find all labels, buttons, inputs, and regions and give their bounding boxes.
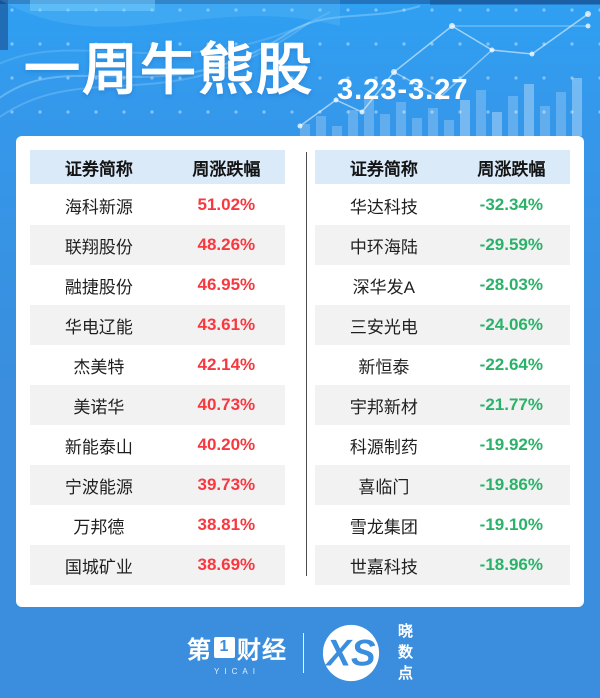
stock-name: 宇邦新材	[349, 397, 418, 417]
stock-name: 华电辽能	[64, 317, 133, 337]
yicai-char: 第	[186, 636, 212, 664]
table-row: 喜临门 -19.86%	[315, 465, 570, 505]
table-row: 海科新源 51.02%	[30, 185, 285, 225]
table-row: 雪龙集团 -19.10%	[315, 505, 570, 545]
stock-name: 科源制药	[349, 437, 418, 457]
stock-tables-card: 证券简称 周涨跌幅 海科新源 51.02% 联翔股份 48.26% 融捷股份 46.9…	[16, 136, 584, 607]
stock-name: 国城矿业	[64, 557, 133, 577]
xsd-char: 晓	[397, 622, 413, 640]
column-header-name: 证券简称	[64, 159, 133, 179]
table-row: 联翔股份 48.26%	[30, 225, 285, 265]
yicai-chars: 财经	[236, 636, 287, 664]
losers-table-header: 证券简称 周涨跌幅	[315, 150, 570, 184]
tables-divider	[306, 152, 307, 576]
stock-name: 融捷股份	[64, 277, 133, 297]
xiaoshudian-monogram-icon: XS	[322, 624, 380, 681]
stock-change: 38.69%	[197, 555, 256, 574]
stock-name: 美诺华	[73, 397, 125, 417]
table-row: 华达科技 -32.34%	[315, 185, 570, 225]
gainers-rows: 海科新源 51.02% 联翔股份 48.26% 融捷股份 46.95% 华电辽能 43.…	[30, 185, 285, 585]
stock-name: 三安光电	[349, 317, 418, 337]
stock-change: 38.81%	[197, 515, 256, 534]
stock-name: 深华发A	[352, 277, 416, 297]
stock-name: 宁波能源	[64, 477, 133, 497]
svg-text:XS: XS	[324, 632, 376, 673]
hero-decoration-graphic	[0, 0, 600, 136]
hero-banner: 一周牛熊股 3.23-3.27	[0, 0, 600, 136]
stock-name: 联翔股份	[64, 237, 133, 257]
stock-name: 新能泰山	[64, 437, 133, 457]
yicai-logo-text: 第 1 财经	[187, 630, 287, 665]
stock-change: -28.03%	[479, 275, 543, 294]
table-row: 新恒泰 -22.64%	[315, 345, 570, 385]
table-row: 三安光电 -24.06%	[315, 305, 570, 345]
table-row: 美诺华 40.73%	[30, 385, 285, 425]
stock-name: 新恒泰	[358, 357, 410, 377]
line-chart-decoration	[297, 11, 591, 129]
column-header-name: 证券简称	[349, 159, 418, 179]
stock-change: 42.14%	[197, 355, 256, 374]
bar-chart-decoration	[300, 78, 582, 136]
table-row: 万邦德 38.81%	[30, 505, 285, 545]
table-row: 中环海陆 -29.59%	[315, 225, 570, 265]
yicai-box-digit: 1	[213, 636, 235, 658]
xsd-char: 点	[397, 664, 413, 682]
table-row: 国城矿业 38.69%	[30, 545, 285, 585]
stock-change: -24.06%	[479, 315, 543, 334]
yicai-logo: 第 1 财经 YICAI	[187, 630, 287, 676]
stock-name: 杰美特	[73, 357, 125, 377]
table-row: 杰美特 42.14%	[30, 345, 285, 385]
stock-change: 46.95%	[197, 275, 256, 294]
stock-change: -19.86%	[479, 475, 543, 494]
gainers-table-header: 证券简称 周涨跌幅	[30, 150, 285, 184]
table-row: 新能泰山 40.20%	[30, 425, 285, 465]
table-row: 深华发A -28.03%	[315, 265, 570, 305]
losers-table: 证券简称 周涨跌幅 华达科技 -32.34% 中环海陆 -29.59% 深华发A -2…	[315, 150, 570, 585]
table-row: 宇邦新材 -21.77%	[315, 385, 570, 425]
stock-change: 39.73%	[197, 475, 256, 494]
stock-change: -22.64%	[479, 355, 543, 374]
stock-change: 40.20%	[197, 435, 256, 454]
stock-change: -19.92%	[479, 435, 543, 454]
stock-name: 中环海陆	[349, 237, 418, 257]
table-row: 世嘉科技 -18.96%	[315, 545, 570, 585]
stock-name: 世嘉科技	[349, 557, 418, 577]
stock-name: 华达科技	[349, 197, 418, 217]
xiaoshudian-name: 晓 数 点	[398, 623, 413, 683]
brand-divider	[302, 632, 304, 673]
stock-change: -21.77%	[479, 395, 543, 414]
stock-change: 40.73%	[197, 395, 256, 414]
stock-name: 喜临门	[358, 477, 410, 497]
stock-change: 43.61%	[197, 315, 256, 334]
table-row: 宁波能源 39.73%	[30, 465, 285, 505]
table-row: 科源制药 -19.92%	[315, 425, 570, 465]
table-row: 华电辽能 43.61%	[30, 305, 285, 345]
xsd-char: 数	[397, 643, 413, 661]
yicai-latin-label: YICAI	[214, 666, 260, 676]
stock-change: 51.02%	[197, 195, 256, 214]
dot-grid-pattern	[0, 0, 600, 136]
footer-branding: 第 1 财经 YICAI XS 晓 数 点	[0, 607, 600, 698]
stock-name: 万邦德	[73, 517, 125, 537]
gainers-table: 证券简称 周涨跌幅 海科新源 51.02% 联翔股份 48.26% 融捷股份 46.9…	[30, 150, 285, 585]
losers-rows: 华达科技 -32.34% 中环海陆 -29.59% 深华发A -28.03% 三安光电…	[315, 185, 570, 585]
table-row: 融捷股份 46.95%	[30, 265, 285, 305]
stock-change: -32.34%	[479, 195, 543, 214]
stock-name: 雪龙集团	[349, 517, 418, 537]
stock-change: 48.26%	[197, 235, 256, 254]
stock-change: -29.59%	[479, 235, 543, 254]
stock-change: -18.96%	[479, 555, 543, 574]
date-range: 3.23-3.27	[337, 74, 469, 106]
page-title: 一周牛熊股	[24, 38, 314, 101]
column-header-change: 周涨跌幅	[192, 159, 261, 179]
stock-change: -19.10%	[479, 515, 543, 534]
stock-name: 海科新源	[64, 197, 133, 217]
column-header-change: 周涨跌幅	[477, 159, 546, 179]
wave-lines	[0, 5, 421, 99]
